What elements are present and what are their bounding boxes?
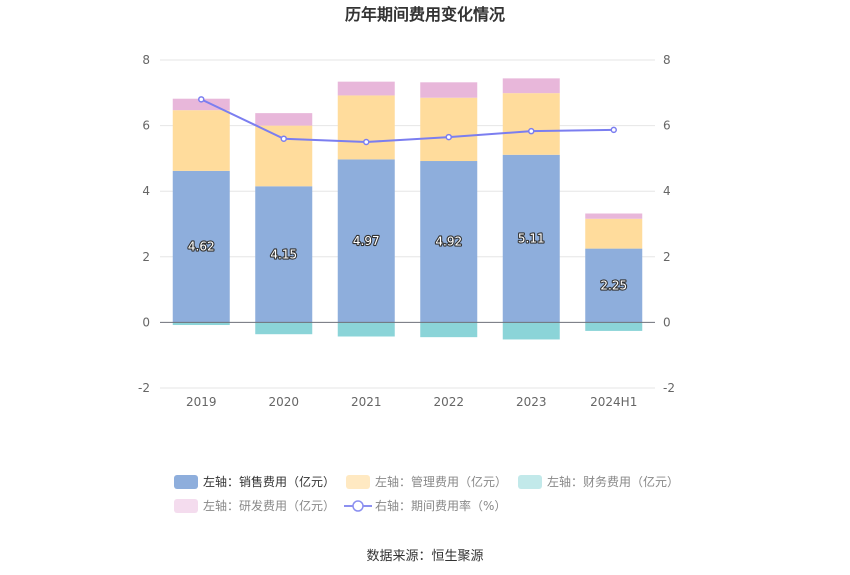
bar-segment-s2-c0[interactable] (172, 322, 230, 326)
bar-segment-s3-c1[interactable] (255, 113, 313, 126)
bar-segment-s1-c1[interactable] (255, 125, 313, 187)
bar-value-label: 4.15 (270, 247, 297, 261)
bar-segment-s1-c0[interactable] (172, 110, 230, 171)
legend-label: 左轴：财务费用（亿元） (547, 474, 679, 489)
line-path (200, 98, 614, 144)
legend-swatch (518, 475, 542, 489)
right-tick-label: -2 (663, 381, 675, 395)
right-tick-label: 4 (663, 184, 671, 198)
left-tick-label: -2 (138, 381, 150, 395)
data-source: 数据来源：恒生聚源 (366, 549, 483, 564)
bar-segment-s2-c3[interactable] (420, 322, 478, 338)
left-tick-label: 8 (142, 53, 150, 67)
bar-segment-s1-c5[interactable] (585, 218, 643, 249)
right-tick-label: 2 (663, 250, 671, 264)
bar-segment-s3-c5[interactable] (585, 213, 643, 219)
left-axis: -2 0 2 4 6 8 (138, 53, 150, 395)
chart-title: 历年期间费用变化情况 (345, 5, 505, 24)
left-tick-label: 6 (142, 119, 150, 133)
line-point-0[interactable] (198, 96, 205, 103)
bar-segment-s2-c4[interactable] (502, 322, 560, 340)
legend-label: 左轴：研发费用（亿元） (203, 498, 335, 513)
bar-value-label: 4.62 (188, 240, 215, 254)
right-tick-label: 0 (663, 315, 671, 329)
legend-item-4[interactable]: 右轴：期间费用率（%） (344, 498, 506, 513)
bar-segment-s0-c2[interactable] (337, 159, 395, 323)
bar-segment-s0-c0[interactable] (172, 170, 230, 323)
bar-segment-s2-c5[interactable] (585, 322, 643, 331)
x-tick-label: 2021 (351, 395, 382, 409)
legend-swatch (346, 475, 370, 489)
bar-segment-s1-c3[interactable] (420, 97, 478, 162)
bar-value-label: 4.97 (353, 234, 380, 248)
x-tick-label: 2020 (268, 395, 299, 409)
bar-segment-s2-c1[interactable] (255, 322, 313, 335)
bar-segment-s0-c4[interactable] (502, 154, 560, 323)
bar-value-label: 5.11 (518, 232, 545, 246)
x-tick-label: 2022 (433, 395, 464, 409)
left-tick-label: 0 (142, 315, 150, 329)
legend-line-marker (352, 500, 364, 512)
legend-swatch (174, 499, 198, 513)
bar-segment-s3-c3[interactable] (420, 82, 478, 98)
line-point-4[interactable] (528, 127, 535, 135)
line-point-5[interactable] (610, 126, 617, 134)
x-tick-label: 2019 (186, 395, 217, 409)
grid-lines (160, 59, 655, 389)
right-tick-label: 6 (663, 119, 671, 133)
left-tick-label: 4 (142, 184, 150, 198)
right-tick-label: 8 (663, 53, 671, 67)
bar-segment-s2-c2[interactable] (337, 322, 395, 337)
bar-segment-s3-c0[interactable] (172, 98, 230, 111)
bar-segment-s1-c4[interactable] (502, 93, 560, 155)
bar-segment-s3-c2[interactable] (337, 81, 395, 96)
bar-value-label: 2.25 (600, 279, 627, 293)
legend-label: 右轴：期间费用率（%） (375, 498, 506, 513)
bar-segment-s0-c3[interactable] (420, 161, 478, 323)
bar-segment-s0-c1[interactable] (255, 186, 313, 323)
legend-item-2[interactable]: 左轴：财务费用（亿元） (518, 474, 679, 489)
x-axis: 2019 2020 2021 2022 2023 2024H1 (160, 387, 655, 409)
bar-value-labels: 4.62 4.15 4.97 4.92 5.11 2.25 (187, 230, 628, 293)
legend-item-3[interactable]: 左轴：研发费用（亿元） (174, 498, 335, 513)
legend-item-1[interactable]: 左轴：管理费用（亿元） (346, 474, 507, 489)
legend-label: 左轴：管理费用（亿元） (375, 474, 507, 489)
legend-label: 左轴：销售费用（亿元） (203, 474, 335, 489)
bar-segment-s3-c4[interactable] (502, 78, 560, 94)
bar-segment-s0-c5[interactable] (585, 248, 643, 323)
line-point-2[interactable] (363, 138, 370, 146)
right-axis: -2 0 2 4 6 8 (663, 53, 675, 395)
legend-item-0[interactable]: 左轴：销售费用（亿元） (174, 474, 335, 489)
legend-swatch (174, 475, 198, 489)
legend[interactable]: 左轴：销售费用（亿元） 左轴：管理费用（亿元） 左轴：财务费用（亿元） 左轴：研发费用… (174, 474, 679, 513)
expense-ratio-line[interactable] (198, 96, 617, 146)
x-tick-label: 2024H1 (590, 395, 637, 409)
bar-segment-s1-c2[interactable] (337, 95, 395, 160)
line-point-1[interactable] (280, 135, 287, 142)
line-point-3[interactable] (445, 133, 452, 141)
x-tick-label: 2023 (516, 395, 547, 409)
bar-series[interactable] (172, 78, 643, 340)
bar-value-label: 4.92 (435, 235, 462, 249)
left-tick-label: 2 (142, 250, 150, 264)
